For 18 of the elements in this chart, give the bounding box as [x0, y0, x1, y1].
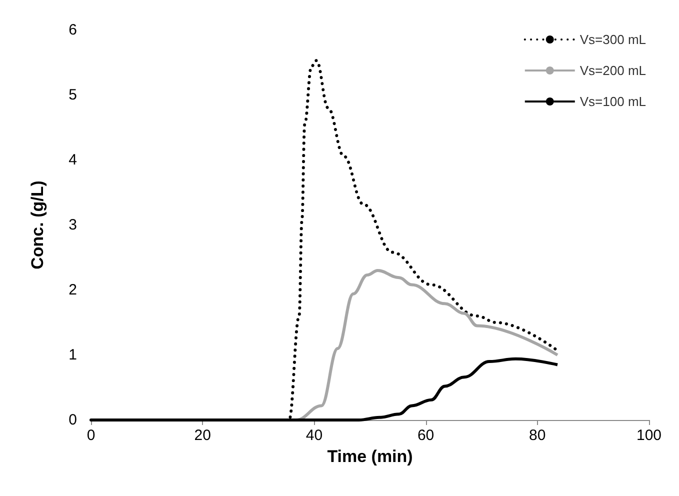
- legend-label: Vs=300 mL: [580, 32, 646, 47]
- y-tick-label: 1: [68, 346, 77, 364]
- x-tick-label: 0: [86, 427, 96, 444]
- x-tick-label: 60: [417, 427, 434, 444]
- y-tick-label: 0: [68, 412, 77, 428]
- x-axis-title: Time (min): [327, 446, 413, 466]
- x-tick-label: 40: [306, 427, 323, 444]
- y-axis-title: Conc. (g/L): [28, 180, 47, 270]
- x-tick-label: 20: [194, 427, 211, 444]
- y-tick-label: 2: [68, 282, 77, 298]
- legend-label: Vs=200 mL: [580, 63, 646, 78]
- y-tick-label: 3: [68, 216, 77, 234]
- y-tick-label: 6: [68, 22, 77, 38]
- y-tick-label: 4: [68, 152, 77, 168]
- x-tick-label: 100: [636, 427, 662, 444]
- legend-label: Vs=100 mL: [580, 94, 646, 109]
- x-tick-label: 80: [529, 427, 546, 444]
- y-tick-label: 5: [68, 86, 77, 104]
